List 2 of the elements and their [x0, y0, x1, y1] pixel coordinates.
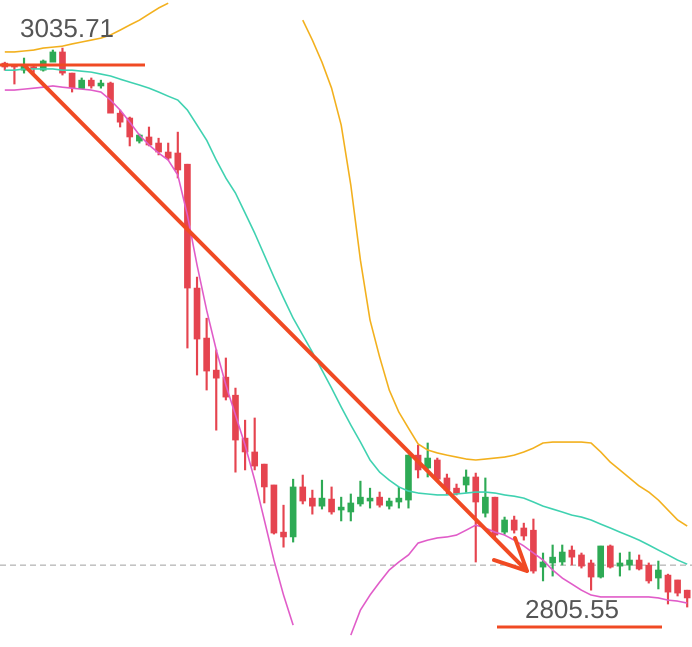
annotation: 3035.71 [20, 13, 114, 44]
annotation: 2805.55 [525, 594, 619, 624]
